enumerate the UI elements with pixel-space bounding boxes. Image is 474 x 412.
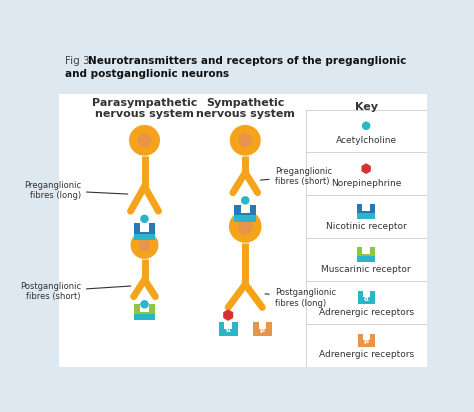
Text: Nicotinic receptor: Nicotinic receptor [326,222,407,231]
FancyBboxPatch shape [357,334,374,346]
Text: Preganglionic
fibres (short): Preganglionic fibres (short) [260,167,332,186]
FancyBboxPatch shape [363,247,370,254]
Circle shape [130,231,158,259]
Text: nervous system: nervous system [95,109,194,119]
Text: nervous system: nervous system [196,109,295,119]
FancyBboxPatch shape [363,291,370,297]
FancyBboxPatch shape [357,247,375,262]
Polygon shape [362,163,371,174]
Text: Parasympathetic: Parasympathetic [92,98,197,108]
Polygon shape [223,309,233,321]
FancyBboxPatch shape [235,205,256,222]
Text: Adrenergic receptors: Adrenergic receptors [319,350,414,359]
Circle shape [230,125,261,156]
Circle shape [138,239,151,251]
Circle shape [137,133,152,147]
Circle shape [229,211,262,243]
FancyBboxPatch shape [253,322,272,336]
Text: Fig 3.: Fig 3. [64,56,96,66]
FancyBboxPatch shape [134,234,155,240]
Text: Neurotransmitters and receptors of the preganglionic: Neurotransmitters and receptors of the p… [88,56,406,66]
Circle shape [237,219,253,234]
Polygon shape [59,49,427,94]
FancyBboxPatch shape [225,322,232,329]
FancyBboxPatch shape [363,334,370,340]
Text: Sympathetic: Sympathetic [206,98,284,108]
Text: and postganglionic neurons: and postganglionic neurons [64,69,229,79]
Text: Adrenergic receptors: Adrenergic receptors [319,307,414,316]
FancyBboxPatch shape [259,322,266,329]
FancyBboxPatch shape [357,256,375,262]
FancyBboxPatch shape [140,304,148,312]
FancyBboxPatch shape [235,215,256,222]
Text: Key: Key [355,102,378,112]
Text: α: α [364,295,369,302]
FancyBboxPatch shape [363,204,370,211]
Text: Muscarinic receptor: Muscarinic receptor [321,265,411,274]
Circle shape [362,122,370,130]
FancyBboxPatch shape [357,291,374,304]
Text: β: β [260,328,265,333]
Circle shape [238,133,252,147]
FancyBboxPatch shape [357,213,375,219]
FancyBboxPatch shape [219,322,237,336]
FancyBboxPatch shape [135,314,155,320]
Circle shape [241,196,249,205]
FancyBboxPatch shape [241,205,250,213]
Text: Acetylcholine: Acetylcholine [336,136,397,145]
FancyBboxPatch shape [135,304,155,320]
Polygon shape [59,94,427,367]
Text: Postganglionic
fibres (long): Postganglionic fibres (long) [265,288,336,308]
Text: α: α [226,328,231,333]
Circle shape [129,125,160,156]
Text: β: β [364,338,369,344]
FancyBboxPatch shape [357,204,375,219]
FancyBboxPatch shape [134,223,155,240]
Circle shape [140,300,149,309]
Circle shape [140,215,149,223]
Text: Postganglionic
fibres (short): Postganglionic fibres (short) [20,281,131,301]
FancyBboxPatch shape [140,223,149,232]
Text: Norepinephrine: Norepinephrine [331,179,401,188]
Text: Preganglionic
fibres (long): Preganglionic fibres (long) [24,180,128,200]
